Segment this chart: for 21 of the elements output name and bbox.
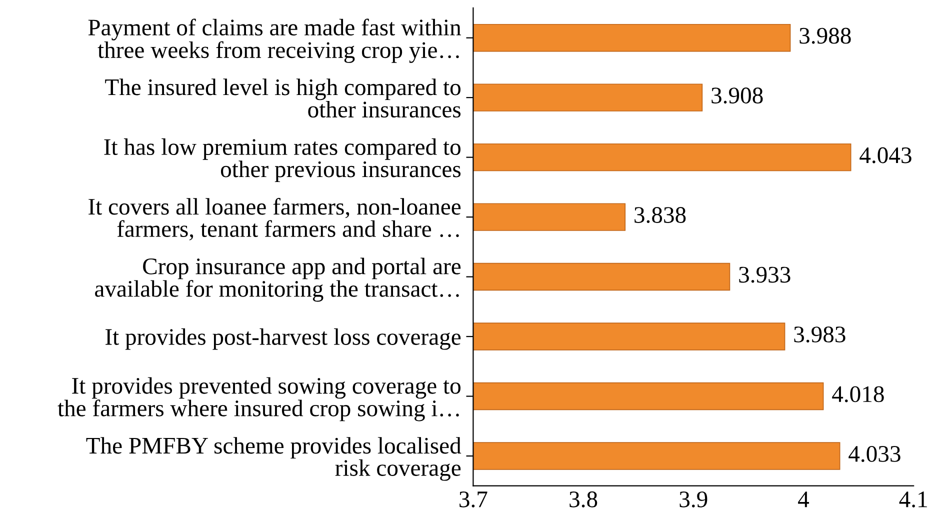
y-tick-label: The PMFBY scheme provides localised risk coverage bbox=[86, 437, 462, 481]
data-label: 4.043 bbox=[860, 147, 912, 164]
data-label: 3.838 bbox=[634, 207, 686, 224]
y-tick-label: Payment of claims are made fast within three weeks from receiving crop yie… bbox=[88, 18, 462, 63]
data-label: 3.983 bbox=[794, 326, 846, 343]
y-tick-label: Crop insurance app and portal are available for monitoring the transact… bbox=[95, 258, 461, 302]
data-label: 4.018 bbox=[832, 386, 884, 402]
y-tick-label: It provides prevented sowing coverage to the farmers where insured crop sowing i… bbox=[58, 377, 460, 422]
x-tick-label: 4.1 bbox=[899, 492, 927, 508]
y-tick-label: It covers all loanee farmers, non-loanee farmers, tenant farmers and share … bbox=[88, 198, 461, 240]
data-label: 3.933 bbox=[739, 266, 790, 283]
y-tick-label: The insured level is high compared to other insurances bbox=[105, 78, 461, 118]
x-tick-label: 3.7 bbox=[460, 491, 488, 508]
data-label: 3.908 bbox=[712, 88, 763, 104]
x-tick-label: 3.9 bbox=[680, 491, 708, 508]
y-tick-label: It provides post-harvest loss coverage bbox=[106, 328, 461, 350]
y-tick-label: It has low premium rates compared to other previous insurances bbox=[104, 138, 461, 182]
data-label: 4.033 bbox=[848, 446, 900, 462]
data-label: 3.988 bbox=[800, 28, 851, 44]
x-tick-label: 4 bbox=[798, 492, 810, 508]
x-tick-label: 3.8 bbox=[570, 491, 598, 508]
